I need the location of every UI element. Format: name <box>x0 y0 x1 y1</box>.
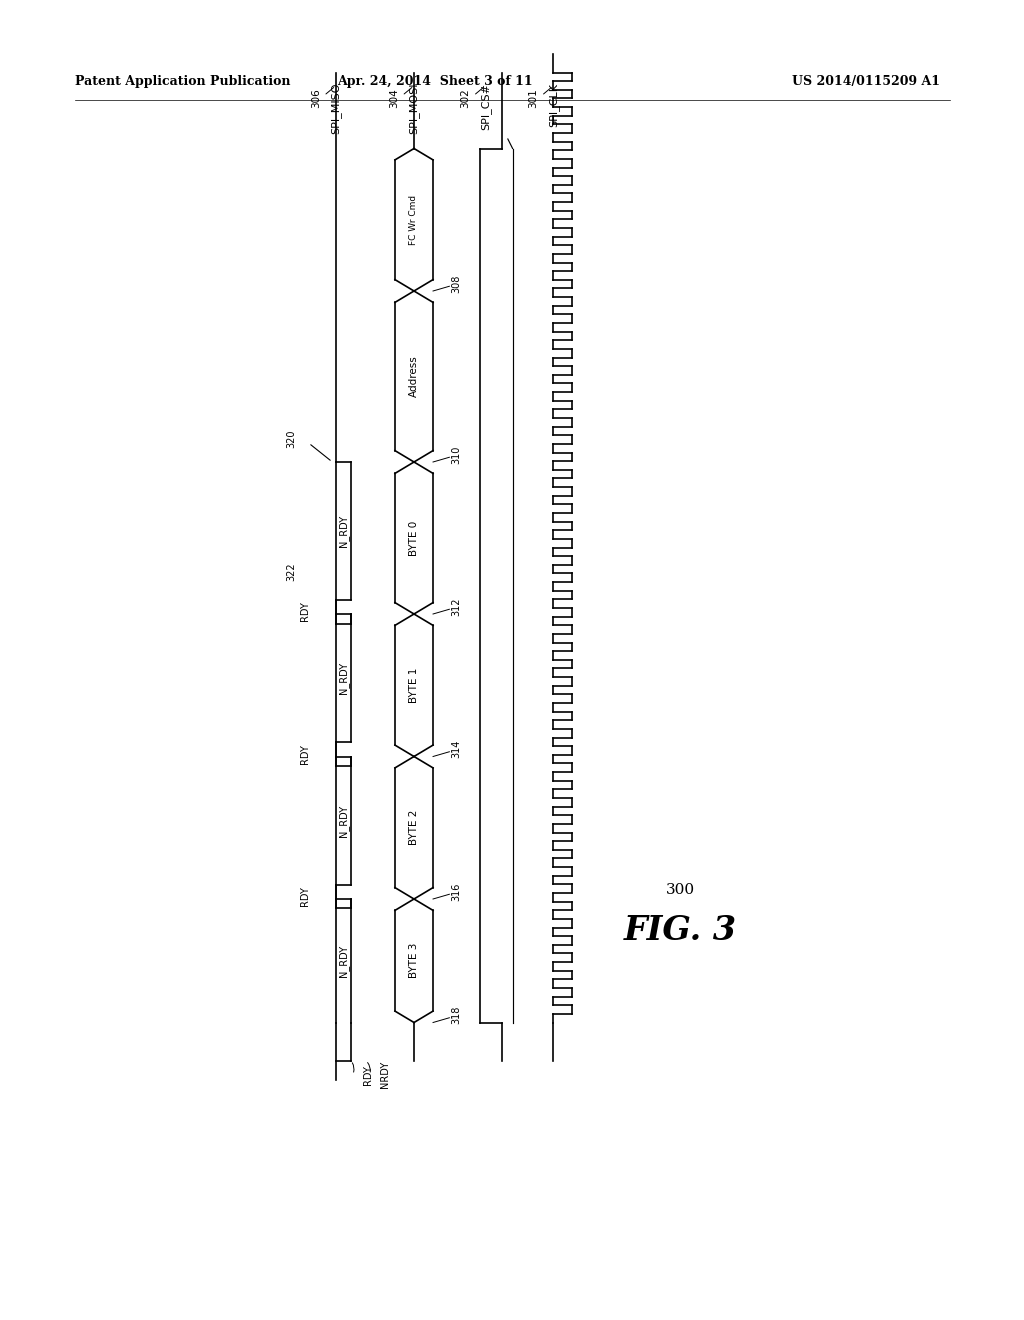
Text: SPI_MOSI: SPI_MOSI <box>409 83 420 135</box>
Text: 318: 318 <box>452 1006 461 1024</box>
Text: 310: 310 <box>452 445 461 463</box>
Text: BYTE 1: BYTE 1 <box>409 668 419 704</box>
Text: SPI_MISO: SPI_MISO <box>331 83 341 135</box>
Text: RDY: RDY <box>300 886 310 906</box>
Text: 314: 314 <box>452 739 461 758</box>
Text: NRDY: NRDY <box>380 1061 390 1089</box>
Text: US 2014/0115209 A1: US 2014/0115209 A1 <box>792 75 940 88</box>
Text: RDY: RDY <box>300 601 310 622</box>
Text: SPI_CLK: SPI_CLK <box>548 83 559 127</box>
Text: RDY: RDY <box>300 743 310 763</box>
Text: 320: 320 <box>287 429 297 447</box>
Text: 322: 322 <box>287 562 297 581</box>
Text: Patent Application Publication: Patent Application Publication <box>75 75 291 88</box>
Text: Address: Address <box>409 355 419 397</box>
Text: 300: 300 <box>666 883 694 898</box>
Text: 308: 308 <box>452 275 461 293</box>
Text: FIG. 3: FIG. 3 <box>624 913 736 946</box>
Text: BYTE 2: BYTE 2 <box>409 810 419 845</box>
Text: N_RDY: N_RDY <box>338 515 349 546</box>
Text: FC Wr Cmd: FC Wr Cmd <box>410 194 419 244</box>
Text: BYTE 3: BYTE 3 <box>409 942 419 978</box>
Text: N_RDY: N_RDY <box>338 663 349 694</box>
Text: 301: 301 <box>528 88 539 108</box>
Text: 304: 304 <box>389 88 399 108</box>
Text: SPI_CS#: SPI_CS# <box>480 83 490 129</box>
Text: Apr. 24, 2014  Sheet 3 of 11: Apr. 24, 2014 Sheet 3 of 11 <box>337 75 532 88</box>
Text: RDY: RDY <box>362 1065 373 1085</box>
Text: N_RDY: N_RDY <box>338 945 349 977</box>
Text: BYTE 0: BYTE 0 <box>409 520 419 556</box>
Text: 316: 316 <box>452 882 461 900</box>
Text: 302: 302 <box>461 88 470 108</box>
Text: 312: 312 <box>452 597 461 615</box>
Text: N_RDY: N_RDY <box>338 805 349 837</box>
Text: 306: 306 <box>311 88 321 108</box>
